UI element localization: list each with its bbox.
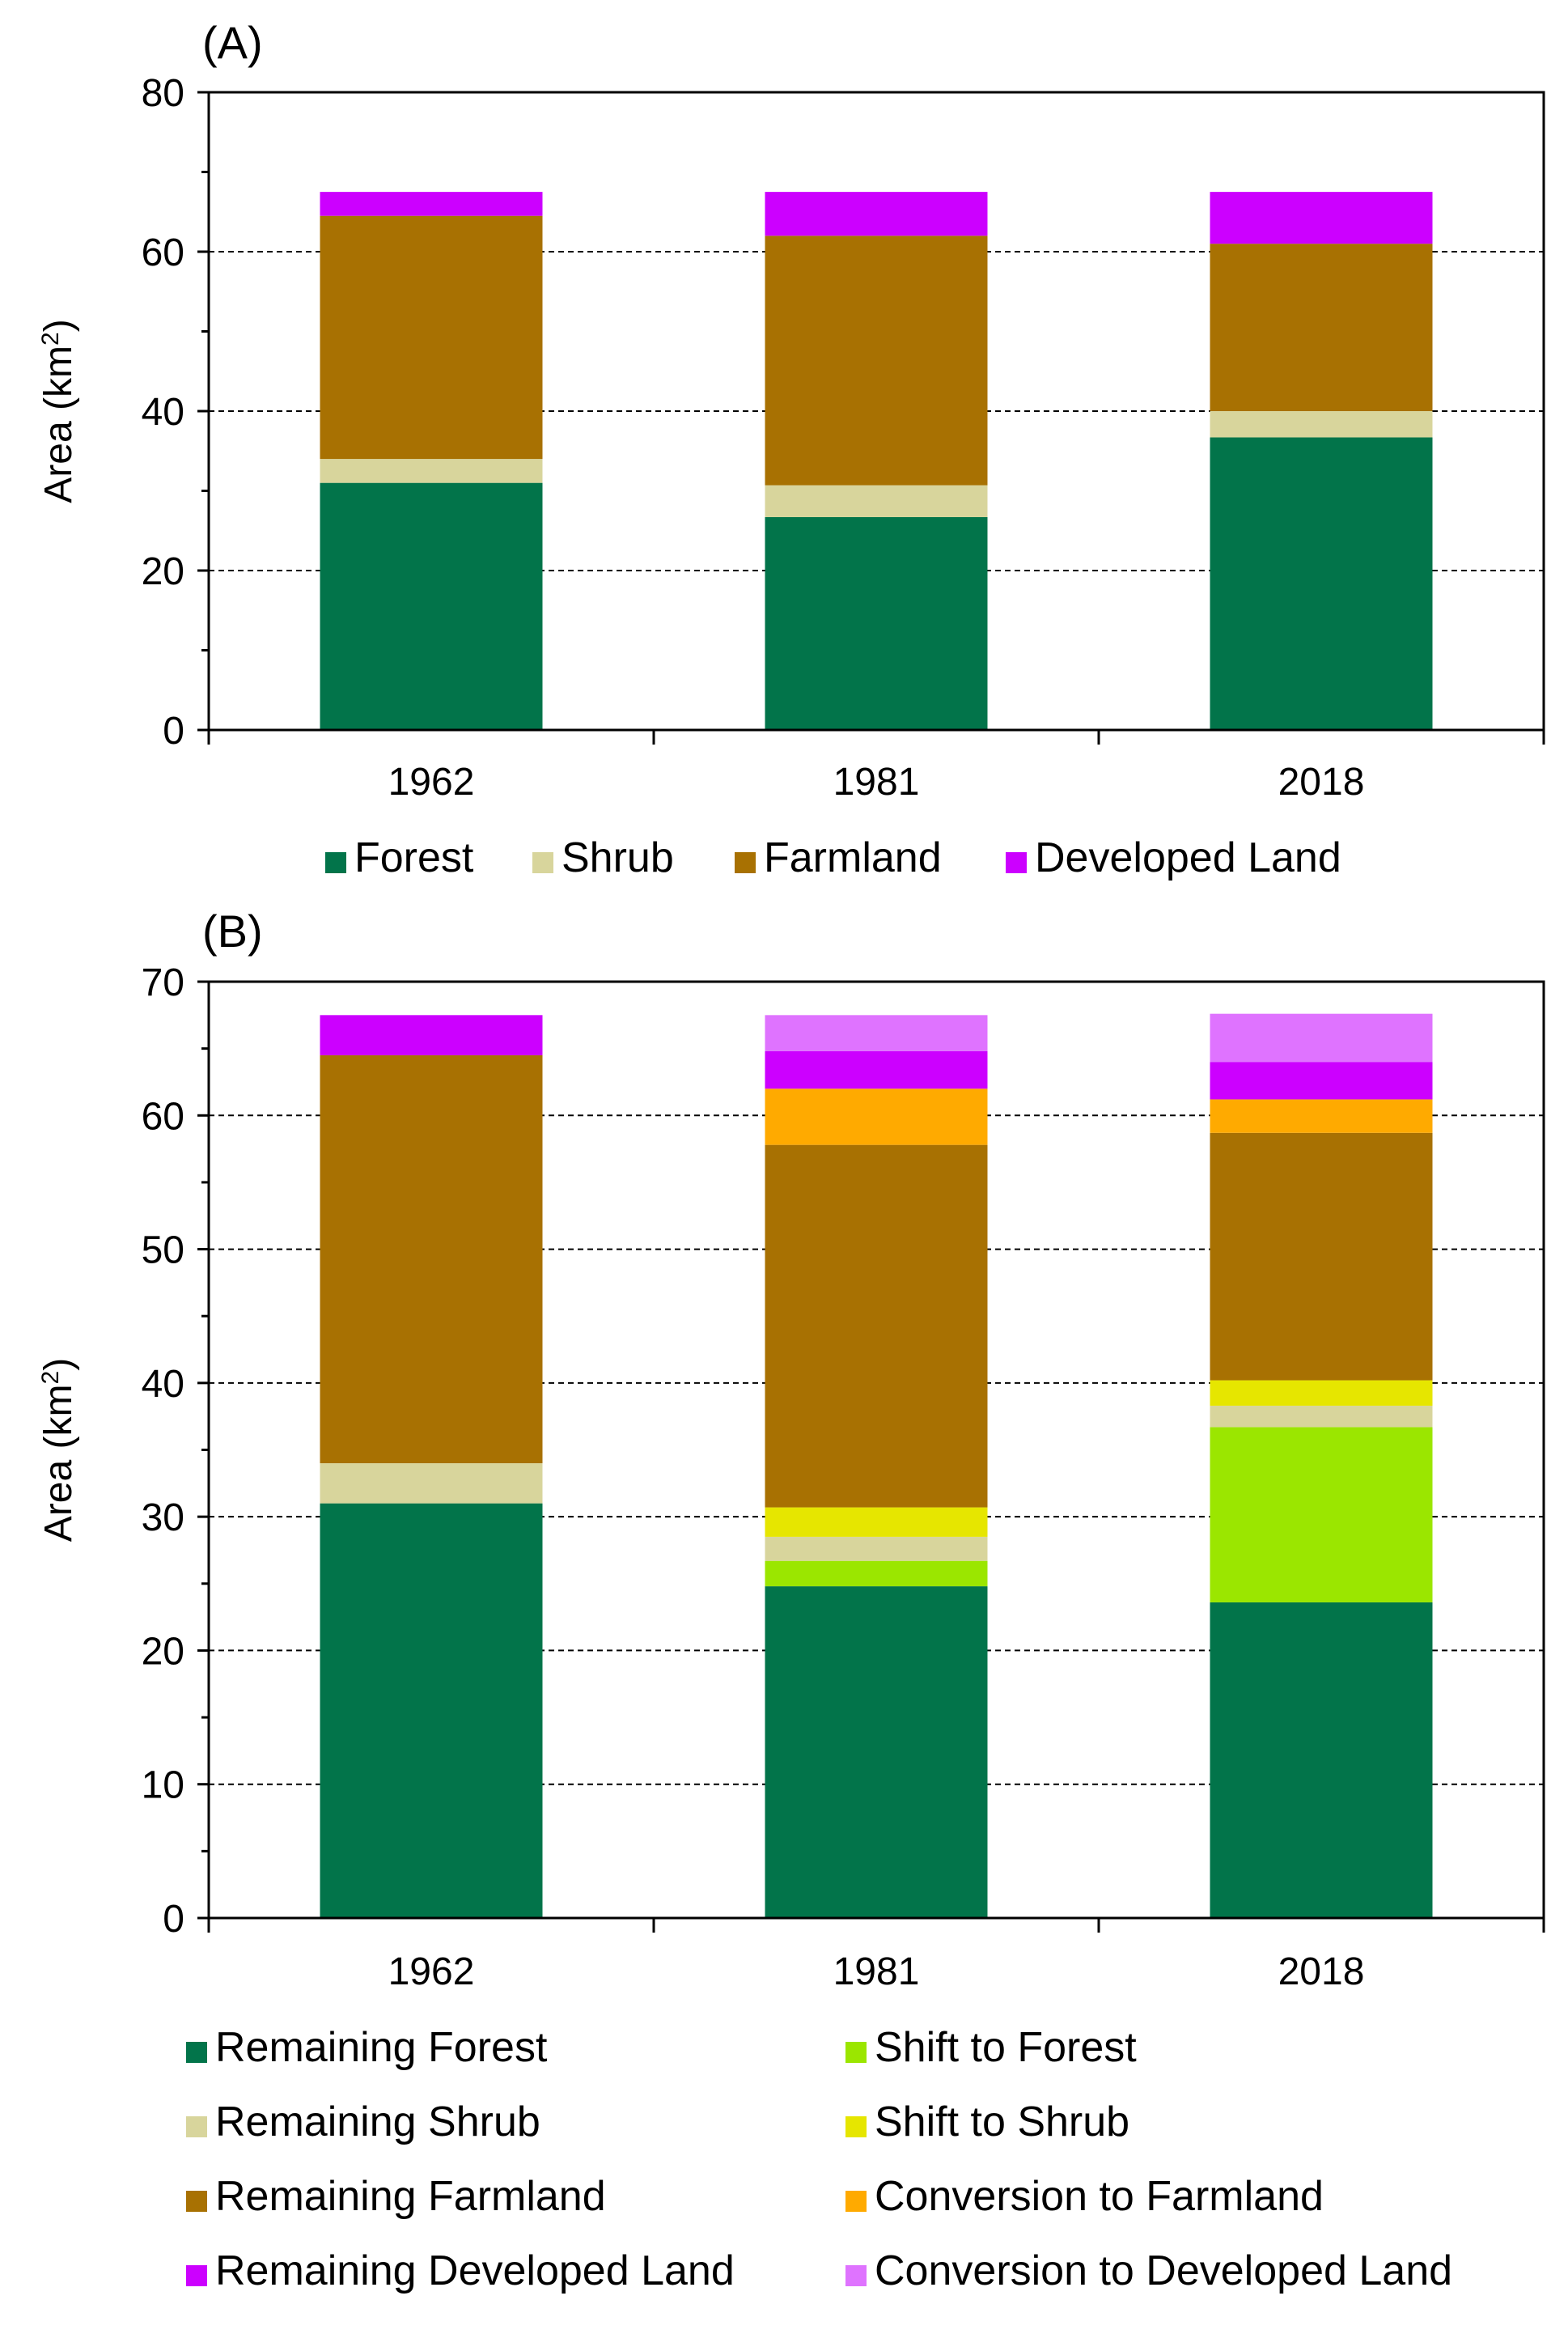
legend-label: Conversion to Farmland [875, 2173, 1324, 2220]
legend-label: Conversion to Developed Land [875, 2247, 1452, 2294]
y-tick-label: 50 [142, 1229, 184, 1272]
legend-label: Forest [354, 834, 474, 881]
bar-segment-remaining-developed-land-2018 [1210, 1062, 1433, 1100]
bar-segment-developed-land-2018 [1210, 192, 1433, 244]
legend-label: Farmland [764, 834, 942, 881]
bar-segment-farmland-1981 [765, 236, 988, 486]
bar-segment-shrub-2018 [1210, 411, 1433, 438]
y-tick-label: 80 [142, 72, 184, 115]
legend-label: Remaining Shrub [215, 2098, 540, 2145]
bar-segment-shift-to-shrub-2018 [1210, 1380, 1433, 1406]
x-tick-label: 2018 [1278, 1950, 1365, 1993]
legend-label: Shift to Shrub [875, 2098, 1129, 2145]
bar-segment-remaining-shrub-2018 [1210, 1405, 1433, 1428]
legend-swatch [845, 2265, 867, 2286]
y-tick-label: 20 [142, 550, 184, 593]
legend-swatch [325, 852, 346, 873]
bar-segment-conversion-to-farmland-1981 [765, 1088, 988, 1145]
y-axis-title: Area (km2) [37, 319, 81, 503]
y-tick-label: 30 [142, 1496, 184, 1539]
legend: Forest Shrub Farmland Developed Land [325, 834, 1341, 881]
chart-panel-b: (B) 1962 1981 2018 0 10 20 30 40 50 60 70 Area (km2)… [37, 906, 1545, 2294]
x-tick-label: 1962 [388, 1950, 475, 1993]
legend-swatch [186, 2191, 207, 2212]
bar-segment-shift-to-shrub-1981 [765, 1507, 988, 1537]
panel-label: (B) [202, 906, 263, 957]
legend-swatch [186, 2116, 207, 2137]
bar-segment-remaining-farmland-2018 [1210, 1132, 1433, 1381]
y-tick-label: 60 [142, 1095, 184, 1138]
legend-swatch [845, 2042, 867, 2063]
y-tick-label: 0 [163, 710, 184, 753]
bar-segment-remaining-forest-2018 [1210, 1602, 1433, 1918]
legend-label: Shift to Forest [875, 2024, 1137, 2071]
legend-swatch [735, 852, 756, 873]
legend-swatch [845, 2116, 867, 2137]
bar-segment-developed-land-1962 [320, 192, 543, 216]
bar-segment-remaining-shrub-1981 [765, 1536, 988, 1561]
legend-label: Developed Land [1035, 834, 1341, 881]
y-tick-label: 70 [142, 961, 184, 1004]
bar-segment-farmland-1962 [320, 215, 543, 460]
bar-segment-forest-1981 [765, 517, 988, 730]
bar-segment-forest-1962 [320, 482, 543, 730]
legend-label: Shrub [562, 834, 674, 881]
panel-label: (A) [202, 17, 263, 68]
bar-segment-forest-2018 [1210, 437, 1433, 730]
legend-swatch [186, 2042, 207, 2063]
bar-segment-conversion-to-farmland-2018 [1210, 1099, 1433, 1133]
chart-panel-a: (A) 1962 1981 2018 0 20 40 60 80 Area (km2) Forest… [37, 17, 1545, 881]
bar-segment-remaining-developed-land-1962 [320, 1015, 543, 1055]
legend-label: Remaining Forest [215, 2024, 548, 2071]
y-tick-label: 40 [142, 391, 184, 434]
y-tick-label: 40 [142, 1363, 184, 1406]
bar-segment-remaining-farmland-1962 [320, 1055, 543, 1464]
bar-segment-shrub-1962 [320, 459, 543, 483]
bar-segment-remaining-forest-1962 [320, 1503, 543, 1918]
legend-swatch [186, 2265, 207, 2286]
bar-segment-shrub-1981 [765, 485, 988, 518]
bar-segment-shift-to-forest-1981 [765, 1560, 988, 1587]
legend: Remaining Forest Shift to Forest Remaining… [186, 2024, 1452, 2294]
y-axis-title: Area (km2) [37, 1358, 81, 1542]
x-tick-label: 2018 [1278, 761, 1365, 804]
legend-swatch [845, 2191, 867, 2212]
bar-segment-remaining-forest-1981 [765, 1586, 988, 1918]
bar-segment-conversion-to-developed-land-1981 [765, 1015, 988, 1051]
x-tick-label: 1981 [833, 761, 920, 804]
bar-segment-farmland-2018 [1210, 244, 1433, 411]
bar-segment-developed-land-1981 [765, 192, 988, 236]
bar-segment-conversion-to-developed-land-2018 [1210, 1013, 1433, 1063]
y-tick-label: 60 [142, 231, 184, 274]
bar-segment-remaining-developed-land-1981 [765, 1050, 988, 1089]
legend-swatch [1006, 852, 1027, 873]
bar-segment-remaining-shrub-1962 [320, 1463, 543, 1504]
legend-label: Remaining Farmland [215, 2173, 606, 2220]
legend-label: Remaining Developed Land [215, 2247, 735, 2294]
y-tick-label: 20 [142, 1630, 184, 1673]
bar-segment-remaining-farmland-1981 [765, 1144, 988, 1508]
y-tick-label: 0 [163, 1898, 184, 1941]
x-tick-label: 1962 [388, 761, 475, 804]
bar-segment-shift-to-forest-2018 [1210, 1427, 1433, 1602]
y-tick-label: 10 [142, 1764, 184, 1807]
x-tick-label: 1981 [833, 1950, 920, 1993]
legend-swatch [532, 852, 553, 873]
